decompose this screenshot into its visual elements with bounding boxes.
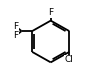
Text: F: F bbox=[48, 8, 53, 17]
Text: F: F bbox=[13, 31, 18, 40]
Text: Cl: Cl bbox=[65, 55, 74, 64]
Text: F: F bbox=[13, 22, 18, 31]
